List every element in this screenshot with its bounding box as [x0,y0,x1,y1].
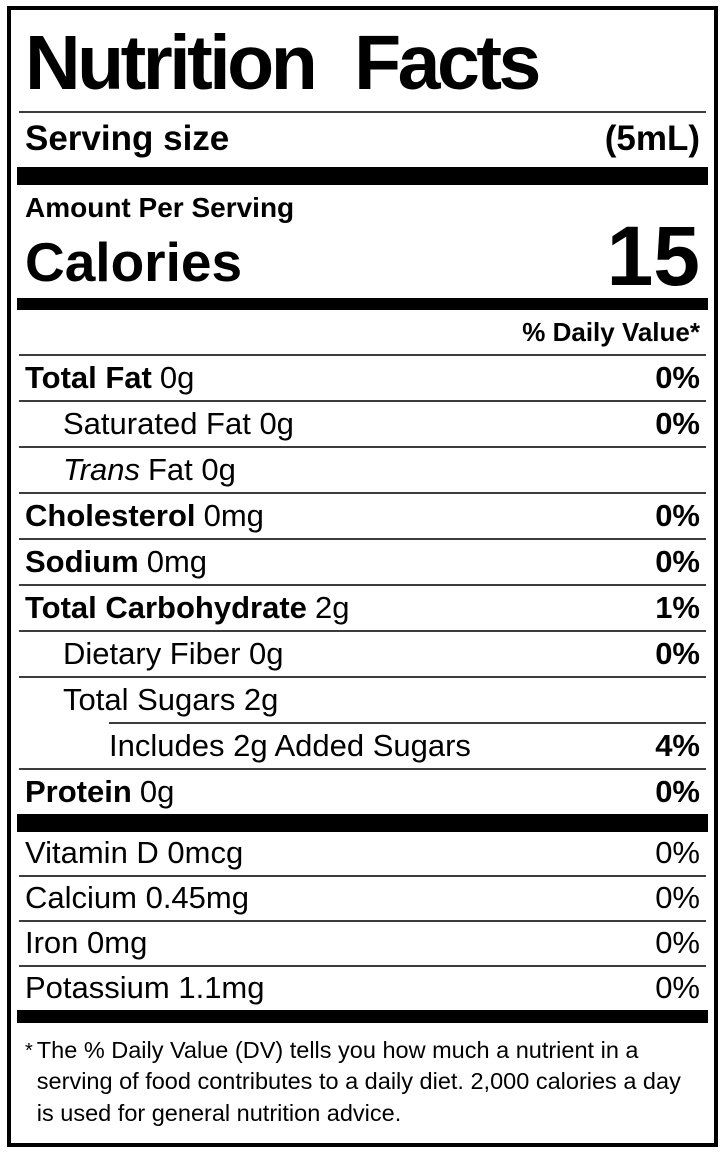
micronutrient-dv: 0% [655,970,700,1006]
micronutrient-name: Calcium 0.45mg [25,880,249,916]
nutrient-dv: 0% [655,543,700,579]
nutrient-name-part: 0mg [203,497,264,533]
nutrient-name: Total Carbohydrate 2g [25,590,349,626]
nutrient-dv: 0% [655,359,700,395]
calories-label: Calories [25,230,243,293]
section-bar-top [17,167,708,185]
nutrient-name-part: Trans [63,451,140,487]
nutrient-name-part: Dietary Fiber 0g [63,635,284,671]
nutrient-name-part: Sodium [25,543,139,579]
footnote-text: The % Daily Value (DV) tells you how muc… [36,1036,681,1127]
nutrient-row: Total Carbohydrate 2g 1% [25,586,700,630]
nutrient-row: Trans Fat 0g [25,448,700,492]
daily-value-header: % Daily Value* [522,316,700,347]
nutrient-name: Total Fat 0g [25,360,194,396]
row-divider [19,445,706,448]
nutrient-name-part: Total Sugars 2g [63,681,279,717]
micronutrient-row: Potassium 1.1mg 0% [25,967,700,1010]
nutrient-name-part: 0mg [146,543,208,579]
nutrient-dv: 0% [655,405,700,441]
nutrient-name: Total Sugars 2g [63,682,278,718]
nutrient-name: Cholesterol 0mg [25,498,264,534]
nutrient-name: Dietary Fiber 0g [63,636,284,672]
row-divider [19,353,706,356]
serving-size-value: (5mL) [604,119,700,158]
nutrient-row: Protein 0g 0% [25,770,700,814]
nutrient-name-part: Total Carbohydrate [25,589,307,625]
micronutrient-dv: 0% [655,925,700,961]
serving-size-row: Serving size (5mL) [25,113,700,167]
row-divider [19,583,706,586]
micronutrient-name: Vitamin D 0mcg [25,835,244,871]
nutrient-section: Total Fat 0g 0% Saturated Fat 0g 0% Trans Fat … [19,353,706,814]
nutrient-row: Total Fat 0g 0% [25,356,700,400]
nutrient-name: Sodium 0mg [25,544,207,580]
nutrient-dv: 0% [655,497,700,533]
nutrient-row: Dietary Fiber 0g 0% [25,632,700,676]
nutrient-name: Protein 0g [25,774,174,810]
section-bar-calories [17,297,708,310]
nutrient-name-part: 2g [314,589,350,625]
nutrient-name-part: 0g [139,773,175,809]
nutrient-row: Saturated Fat 0g 0% [25,402,700,446]
row-divider [19,629,706,632]
micronutrient-row: Iron 0mg 0% [25,922,700,965]
nutrient-name-part: Saturated Fat 0g [63,405,294,441]
serving-size-label: Serving size [25,119,230,158]
section-bar-protein [17,813,708,832]
row-divider [19,874,706,877]
footnote-asterisk: * [25,1039,33,1062]
calories-value: 15 [606,209,700,303]
title-rule [19,111,706,113]
nutrient-name-part: Fat 0g [148,451,236,487]
section-bar-micronutrients [17,1009,708,1023]
micronutrient-row: Vitamin D 0mcg 0% [25,832,700,875]
nutrient-dv: 1% [655,589,700,625]
label-title: Nutrition Facts [25,20,541,106]
micronutrient-section: Vitamin D 0mcg 0% Calcium 0.45mg 0% Iron 0mg… [19,832,706,1010]
nutrient-dv: 0% [655,773,700,809]
footnote: * The % Daily Value (DV) tells you how m… [25,1023,700,1131]
nutrient-name-part: Total Fat [25,359,152,395]
row-divider [19,767,706,770]
nutrient-dv: 0% [655,635,700,671]
nutrient-name-part: Cholesterol [25,497,196,533]
micronutrient-name: Iron 0mg [25,925,148,961]
nutrient-name: Includes 2g Added Sugars [109,728,471,764]
row-divider [109,721,706,724]
nutrient-row: Includes 2g Added Sugars 4% [25,724,700,768]
nutrient-row: Cholesterol 0mg 0% [25,494,700,538]
nutrient-row: Sodium 0mg 0% [25,540,700,584]
micronutrient-row: Calcium 0.45mg 0% [25,877,700,920]
row-divider [19,537,706,540]
row-divider [19,491,706,494]
nutrient-name-part: Protein [25,773,132,809]
row-divider [19,675,706,678]
micronutrient-dv: 0% [655,880,700,916]
nutrient-row: Total Sugars 2g [25,678,700,722]
nutrient-name: Trans Fat 0g [63,452,236,488]
row-divider [19,399,706,402]
amount-per-serving-label: Amount Per Serving [25,192,295,223]
label-frame: Nutrition Facts Serving size (5mL) Amoun… [7,6,718,1147]
nutrient-dv: 4% [655,727,700,763]
row-divider [19,964,706,967]
nutrient-name-part: 0g [159,359,195,395]
nutrient-name-part: Includes 2g Added Sugars [109,727,471,763]
nutrient-name: Saturated Fat 0g [63,406,294,442]
calories-row: Calories 15 [25,209,700,303]
row-divider [19,919,706,922]
micronutrient-dv: 0% [655,835,700,871]
micronutrient-name: Potassium 1.1mg [25,970,265,1006]
